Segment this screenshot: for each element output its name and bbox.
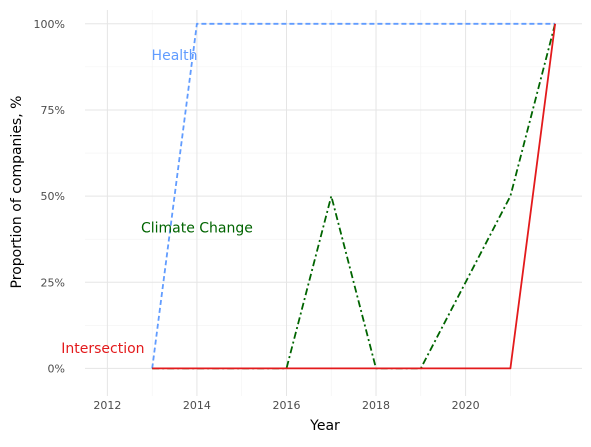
x-tick-label: 2016 — [272, 399, 300, 412]
grid-lines — [85, 10, 582, 396]
x-axis-ticks: 2012 2014 2016 2018 2020 — [93, 399, 479, 412]
x-tick-label: 2020 — [452, 399, 480, 412]
y-tick-label: 75% — [41, 104, 65, 117]
series-line-health — [151, 22, 556, 369]
y-axis-title: Proportion of companies, % — [9, 96, 25, 289]
x-tick-label: 2012 — [93, 399, 121, 412]
series-line-intersection — [152, 23, 556, 370]
series-label-climate-change: Climate Change — [141, 220, 253, 236]
x-tick-label: 2014 — [183, 399, 211, 412]
series-labels: Health Climate Change Intersection — [61, 48, 253, 357]
series-label-health: Health — [152, 48, 198, 64]
series-label-intersection: Intersection — [61, 341, 144, 357]
y-tick-label: 25% — [41, 276, 65, 289]
data-series — [151, 22, 556, 370]
x-axis-title: Year — [309, 418, 340, 434]
y-tick-label: 50% — [41, 190, 65, 203]
x-tick-label: 2018 — [362, 399, 390, 412]
y-tick-label: 0% — [48, 362, 65, 375]
y-axis-ticks: 0% 25% 50% 75% 100% — [34, 18, 65, 376]
y-tick-label: 100% — [34, 18, 65, 31]
